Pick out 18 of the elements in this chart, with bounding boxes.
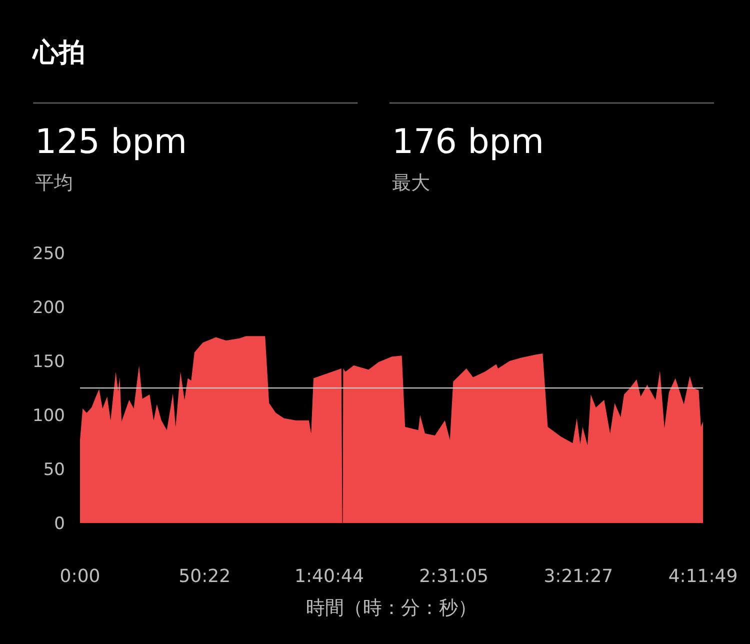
- text: 最大: [392, 172, 430, 194]
- text: 125 bpm: [35, 122, 187, 162]
- y-tick-label: 100: [32, 406, 65, 426]
- x-tick-label: 4:11:49: [668, 566, 738, 587]
- y-tick-label: 0: [54, 514, 65, 534]
- x-tick-label: 50:22: [178, 566, 231, 587]
- x-tick-label: 1:40:44: [294, 566, 364, 587]
- chart-title: 心拍: [31, 38, 85, 68]
- text: 平均: [35, 172, 73, 194]
- x-axis-title: 時間（時：分：秒）: [306, 596, 477, 619]
- x-tick-label: 3:21:27: [544, 566, 614, 587]
- y-tick-label: 50: [43, 460, 65, 480]
- x-tick-label: 0:00: [60, 566, 100, 587]
- x-tick-label: 2:31:05: [419, 566, 488, 587]
- y-tick-label: 200: [32, 298, 65, 318]
- y-tick-label: 150: [32, 352, 65, 372]
- y-tick-label: 250: [32, 244, 65, 264]
- text: 176 bpm: [392, 122, 544, 162]
